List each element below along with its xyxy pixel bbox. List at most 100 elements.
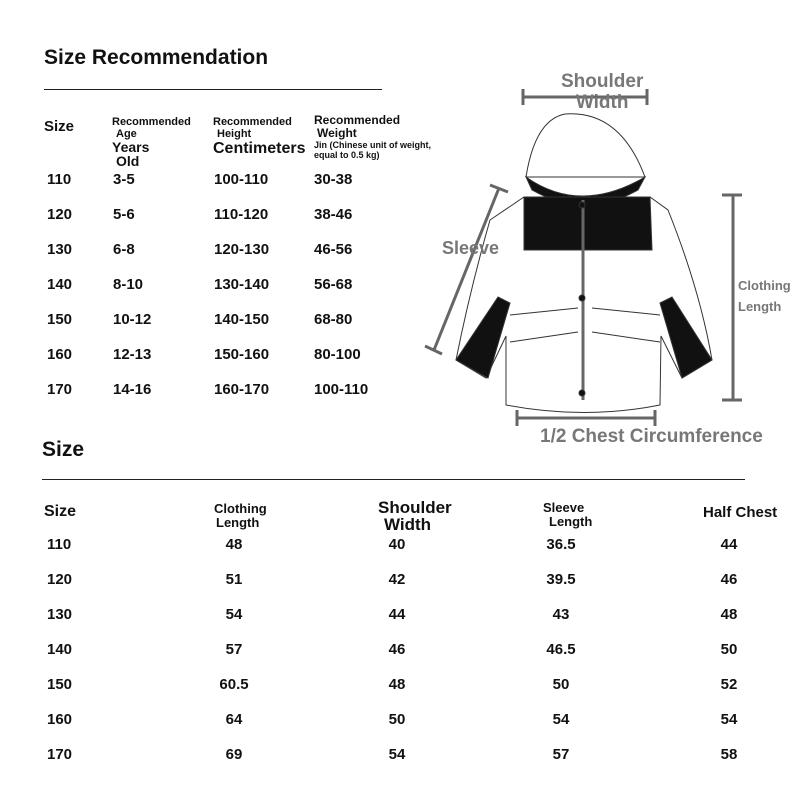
- cell-size: 120: [47, 571, 73, 588]
- header-weight-unit2: equal to 0.5 kg): [314, 150, 380, 160]
- jacket-diagram: [424, 89, 742, 426]
- header-clothing-length: Clothing Length: [214, 502, 267, 530]
- cell-sleeve-length: 39.5: [546, 571, 576, 588]
- cell-height: 150-160: [214, 346, 270, 363]
- cell-size: 130: [47, 241, 73, 258]
- cell-size: 170: [47, 381, 73, 398]
- header-sleeve-len: Length: [549, 514, 593, 529]
- cell-half-chest: 50: [720, 641, 738, 658]
- cell-age: 14-16: [113, 381, 152, 398]
- cell-size: 160: [47, 711, 73, 728]
- cell-size: 110: [47, 171, 72, 188]
- cell-size: 110: [47, 536, 72, 553]
- cell-weight: 80-100: [314, 346, 361, 363]
- jacket-icon: [455, 113, 713, 413]
- cell-clothing-length: 64: [225, 711, 243, 728]
- cell-shoulder-width: 44: [388, 606, 406, 623]
- header-weight-top: Recommended: [314, 113, 401, 127]
- header-age-unit: Years: [112, 139, 150, 155]
- cell-half-chest: 44: [720, 536, 738, 553]
- cell-weight: 30-38: [314, 171, 353, 188]
- cell-half-chest: 46: [720, 571, 738, 588]
- cell-weight: 68-80: [314, 311, 353, 328]
- cell-age: 5-6: [113, 206, 135, 223]
- cell-size: 140: [47, 276, 73, 293]
- cell-sleeve-length: 50: [552, 676, 570, 693]
- header-weight: Recommended Weight Jin (Chinese unit of …: [314, 113, 431, 161]
- header-height-sub: Height: [217, 128, 252, 140]
- cell-height: 120-130: [214, 241, 270, 258]
- cell-sleeve-length: 46.5: [546, 641, 576, 658]
- header-age-top: Recommended: [112, 116, 191, 128]
- label-sleeve: Sleeve: [442, 238, 500, 258]
- cell-age: 3-5: [113, 171, 135, 188]
- cell-size: 170: [47, 746, 73, 763]
- cell-age: 6-8: [113, 241, 135, 258]
- cell-clothing-length: 60.5: [219, 676, 249, 693]
- header-clothing: Clothing: [214, 501, 267, 516]
- header-width: Width: [384, 515, 432, 534]
- cell-clothing-length: 48: [225, 536, 243, 553]
- cell-clothing-length: 54: [225, 606, 243, 623]
- cell-sleeve-length: 43: [552, 606, 570, 623]
- header-height-top: Recommended: [213, 116, 292, 128]
- header-height: Recommended Height Centimeters: [213, 116, 305, 157]
- cell-shoulder-width: 40: [388, 536, 406, 553]
- section1-title: Size Recommendation: [44, 46, 269, 69]
- cell-half-chest: 58: [720, 746, 738, 763]
- cell-half-chest: 54: [720, 711, 738, 728]
- cell-clothing-length: 57: [225, 641, 243, 658]
- cell-height: 140-150: [214, 311, 270, 328]
- label-chest: 1/2 Chest Circumference: [540, 426, 763, 447]
- cell-shoulder-width: 48: [388, 676, 406, 693]
- header-shoulder: Shoulder: [378, 498, 452, 517]
- header-height-unit: Centimeters: [213, 140, 306, 157]
- cell-sleeve-length: 54: [552, 711, 570, 728]
- cell-size: 120: [47, 206, 73, 223]
- cell-height: 110-120: [214, 206, 269, 223]
- length-measure-line: [722, 193, 742, 402]
- cell-size: 130: [47, 606, 73, 623]
- label-clothing: Clothing: [738, 278, 791, 293]
- cell-size: 160: [47, 346, 73, 363]
- label-shoulder: Shoulder: [561, 71, 644, 92]
- cell-half-chest: 52: [720, 676, 738, 693]
- cell-weight: 100-110: [314, 381, 369, 398]
- header-sleeve-length: Sleeve Length: [543, 501, 592, 529]
- cell-size: 140: [47, 641, 73, 658]
- header-length: Length: [216, 515, 260, 530]
- header-size: Size: [44, 503, 77, 520]
- cell-age: 8-10: [113, 276, 144, 293]
- cell-size: 150: [47, 311, 73, 328]
- header-size: Size: [44, 118, 75, 135]
- cell-clothing-length: 51: [225, 571, 243, 588]
- label-length: Length: [738, 299, 782, 314]
- sleeve-measure-line: [424, 183, 509, 356]
- cell-weight: 46-56: [314, 241, 353, 258]
- header-age-unit2: Old: [116, 153, 140, 169]
- header-half-chest: Half Chest: [703, 504, 778, 521]
- cell-height: 130-140: [214, 276, 270, 293]
- chest-measure-line: [515, 410, 657, 426]
- cell-half-chest: 48: [720, 606, 738, 623]
- cell-age: 10-12: [113, 311, 152, 328]
- cell-sleeve-length: 57: [552, 746, 570, 763]
- shoulder-measure-line: [521, 89, 649, 105]
- cell-shoulder-width: 46: [388, 641, 406, 658]
- cell-sleeve-length: 36.5: [546, 536, 576, 553]
- divider: [42, 479, 745, 480]
- cell-shoulder-width: 54: [388, 746, 406, 763]
- header-age: Recommended Age Years Old: [112, 116, 191, 168]
- cell-clothing-length: 69: [225, 746, 243, 763]
- cell-height: 100-110: [214, 171, 269, 188]
- cell-height: 160-170: [214, 381, 270, 398]
- cell-shoulder-width: 50: [388, 711, 406, 728]
- cell-shoulder-width: 42: [388, 571, 406, 588]
- header-weight-unit: Jin (Chinese unit of weight,: [314, 140, 431, 150]
- label-shoulder-width: Shoulder Width: [561, 71, 643, 113]
- label-width: Width: [575, 92, 629, 113]
- cell-size: 150: [47, 676, 73, 693]
- header-sleeve: Sleeve: [543, 500, 585, 515]
- section2-title: Size: [42, 438, 85, 461]
